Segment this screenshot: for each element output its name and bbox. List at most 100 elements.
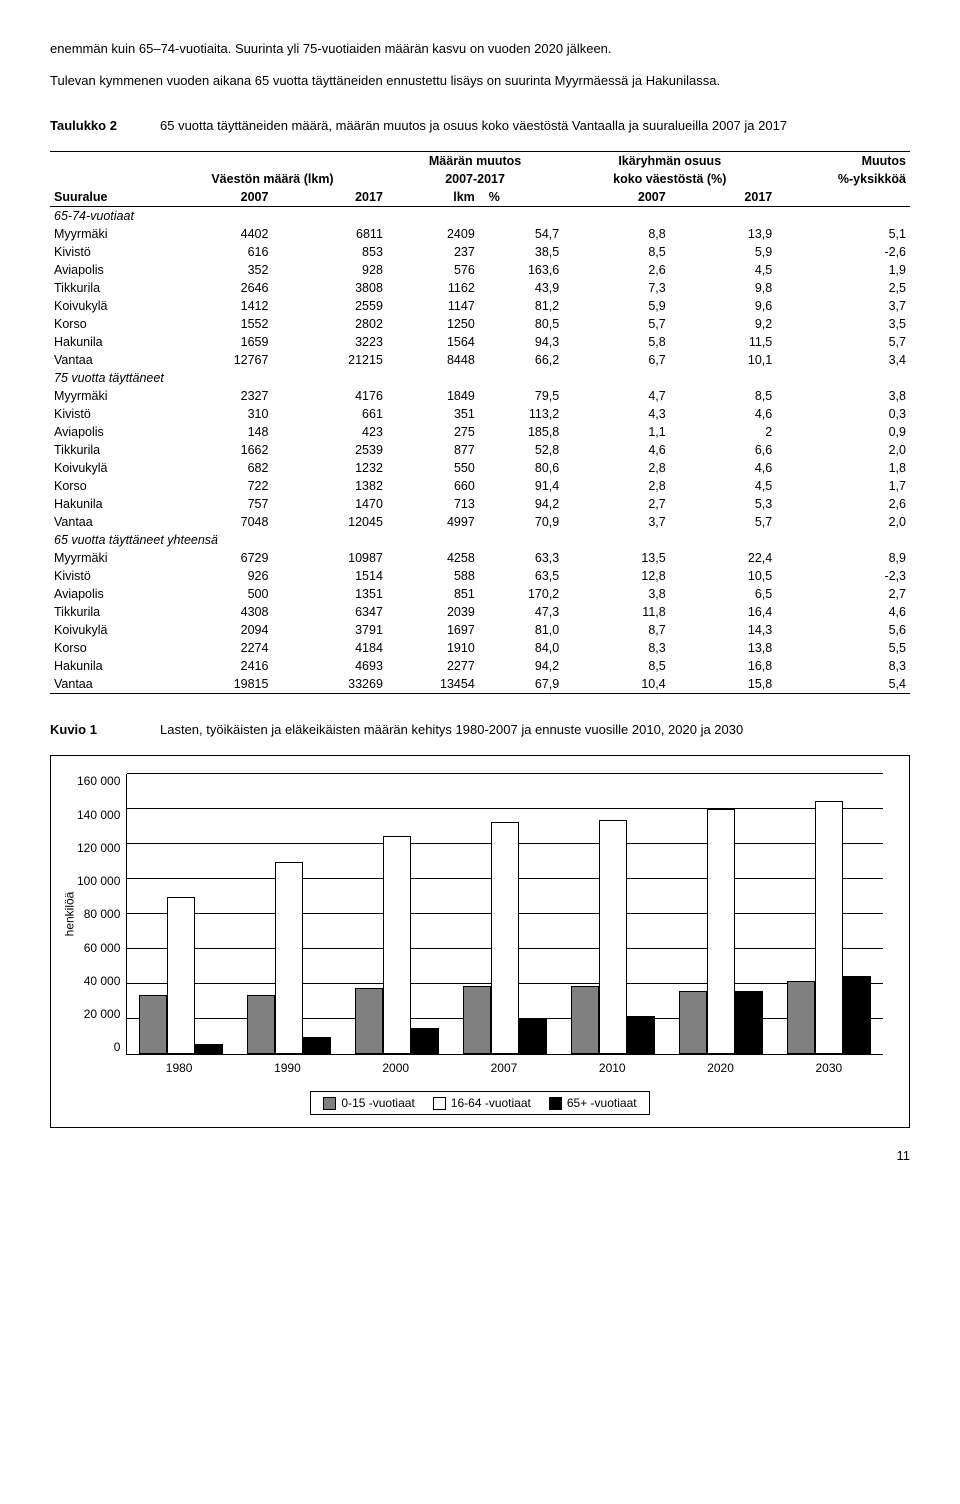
bar (843, 976, 871, 1055)
head-ikaryhman-osuus: Ikäryhmän osuus (563, 152, 776, 171)
table2-caption: 65 vuotta täyttäneiden määrä, määrän muu… (160, 118, 787, 133)
head-koko-vaestosta: koko väestöstä (%) (563, 170, 776, 188)
head-muutos: Muutos (776, 152, 910, 171)
table-row: Myyrmäki23274176184979,54,78,53,8 (50, 387, 910, 405)
x-axis: 1980 1990 2000 2007 2010 2020 2030 (125, 1061, 883, 1075)
bar-group (463, 822, 547, 1055)
table-row: Vantaa1276721215844866,26,710,13,4 (50, 351, 910, 369)
y-tick: 160 000 (77, 774, 120, 788)
bar (707, 809, 735, 1054)
table-row: Korso722138266091,42,84,51,7 (50, 477, 910, 495)
x-tick: 1980 (137, 1061, 221, 1075)
head-2007-2017: 2007-2017 (387, 170, 563, 188)
table-row: Korso22744184191084,08,313,85,5 (50, 639, 910, 657)
bar (735, 991, 763, 1054)
legend-item: 16-64 -vuotiaat (433, 1096, 531, 1110)
x-tick: 2010 (570, 1061, 654, 1075)
table-row: Hakunila757147071394,22,75,32,6 (50, 495, 910, 513)
head-vaeston-maara: Väestön määrä (lkm) (158, 170, 387, 188)
bar (815, 801, 843, 1055)
table-row: Korso15522802125080,55,79,23,5 (50, 315, 910, 333)
table-row: Tikkurila26463808116243,97,39,82,5 (50, 279, 910, 297)
bar (491, 822, 519, 1055)
bar (787, 981, 815, 1055)
kuvio1-caption: Lasten, työikäisten ja eläkeikäisten mää… (160, 722, 743, 737)
bar (139, 995, 167, 1055)
table2: Määrän muutos Ikäryhmän osuus Muutos Väe… (50, 151, 910, 694)
table-row: Koivukylä20943791169781,08,714,35,6 (50, 621, 910, 639)
x-tick: 2007 (462, 1061, 546, 1075)
y-tick: 0 (114, 1040, 121, 1054)
head-pct-yksikkoa: %-yksikköä (776, 170, 910, 188)
table-row: Aviapolis148423275185,81,120,9 (50, 423, 910, 441)
page-number: 11 (50, 1148, 910, 1163)
y-tick: 140 000 (77, 808, 120, 822)
bar (679, 991, 707, 1054)
legend-swatch (433, 1097, 446, 1110)
bar (303, 1037, 331, 1055)
legend-label: 16-64 -vuotiaat (451, 1096, 531, 1110)
table-row: Kivistö926151458863,512,810,5-2,3 (50, 567, 910, 585)
legend-swatch (549, 1097, 562, 1110)
y-axis-label: henkilöä (62, 892, 76, 937)
table2-head: Määrän muutos Ikäryhmän osuus Muutos Väe… (50, 152, 910, 207)
table-row: Aviapolis352928576163,62,64,51,9 (50, 261, 910, 279)
table-row: Koivukylä14122559114781,25,99,63,7 (50, 297, 910, 315)
bar-group (787, 801, 871, 1055)
x-tick: 1990 (245, 1061, 329, 1075)
bar-group (355, 836, 439, 1055)
head-maaran-muutos: Määrän muutos (387, 152, 563, 171)
bar (411, 1028, 439, 1054)
bar (195, 1044, 223, 1055)
y-tick: 80 000 (84, 907, 121, 921)
table-row: Myyrmäki44026811240954,78,813,95,1 (50, 225, 910, 243)
table-row: Tikkurila43086347203947,311,816,44,6 (50, 603, 910, 621)
y-axis: henkilöä 160 000140 000120 000100 00080 … (77, 774, 126, 1054)
y-tick: 20 000 (84, 1007, 121, 1021)
bar (383, 836, 411, 1055)
legend-label: 65+ -vuotiaat (567, 1096, 637, 1110)
bar (247, 995, 275, 1055)
x-tick: 2000 (354, 1061, 438, 1075)
table-row: Myyrmäki672910987425863,313,522,48,9 (50, 549, 910, 567)
table2-caption-row: Taulukko 2 65 vuotta täyttäneiden määrä,… (50, 118, 910, 133)
table-row: Koivukylä682123255080,62,84,61,8 (50, 459, 910, 477)
section-title: 75 vuotta täyttäneet (50, 369, 910, 387)
x-tick: 2030 (787, 1061, 871, 1075)
bar (167, 897, 195, 1055)
table2-body: 65-74-vuotiaatMyyrmäki44026811240954,78,… (50, 207, 910, 694)
y-tick: 120 000 (77, 841, 120, 855)
bar-group (139, 897, 223, 1055)
intro-p2: Tulevan kymmenen vuoden aikana 65 vuotta… (50, 72, 910, 90)
table2-colhead-row: Suuralue 2007 2017 lkm % 2007 2017 (50, 188, 910, 207)
bar (519, 1019, 547, 1054)
y-tick: 60 000 (84, 941, 121, 955)
legend-label: 0-15 -vuotiaat (341, 1096, 414, 1110)
intro-p1: enemmän kuin 65–74-vuotiaita. Suurinta y… (50, 40, 910, 58)
table2-label: Taulukko 2 (50, 118, 160, 133)
x-tick: 2020 (679, 1061, 763, 1075)
bar (463, 986, 491, 1054)
legend-item: 0-15 -vuotiaat (323, 1096, 414, 1110)
kuvio1-caption-row: Kuvio 1 Lasten, työikäisten ja eläkeikäi… (50, 722, 910, 737)
table-row: Vantaa704812045499770,93,75,72,0 (50, 513, 910, 531)
table-row: Tikkurila1662253987752,84,66,62,0 (50, 441, 910, 459)
bar-group (571, 820, 655, 1055)
table-row: Hakunila16593223156494,35,811,55,7 (50, 333, 910, 351)
plot-area (126, 774, 883, 1055)
kuvio1-chart: henkilöä 160 000140 000120 000100 00080 … (50, 755, 910, 1128)
table-row: Hakunila24164693227794,28,516,88,3 (50, 657, 910, 675)
bar-group (247, 862, 331, 1055)
section-title: 65-74-vuotiaat (50, 207, 910, 226)
y-tick: 40 000 (84, 974, 121, 988)
legend-item: 65+ -vuotiaat (549, 1096, 637, 1110)
bar (599, 820, 627, 1055)
table-row: Kivistö61685323738,58,55,9-2,6 (50, 243, 910, 261)
bar-group (679, 809, 763, 1054)
section-title: 65 vuotta täyttäneet yhteensä (50, 531, 910, 549)
bar (627, 1016, 655, 1055)
table-row: Aviapolis5001351851170,23,86,52,7 (50, 585, 910, 603)
bar (275, 862, 303, 1055)
legend: 0-15 -vuotiaat 16-64 -vuotiaat 65+ -vuotia… (310, 1091, 649, 1115)
table-row: Kivistö310661351113,24,34,60,3 (50, 405, 910, 423)
